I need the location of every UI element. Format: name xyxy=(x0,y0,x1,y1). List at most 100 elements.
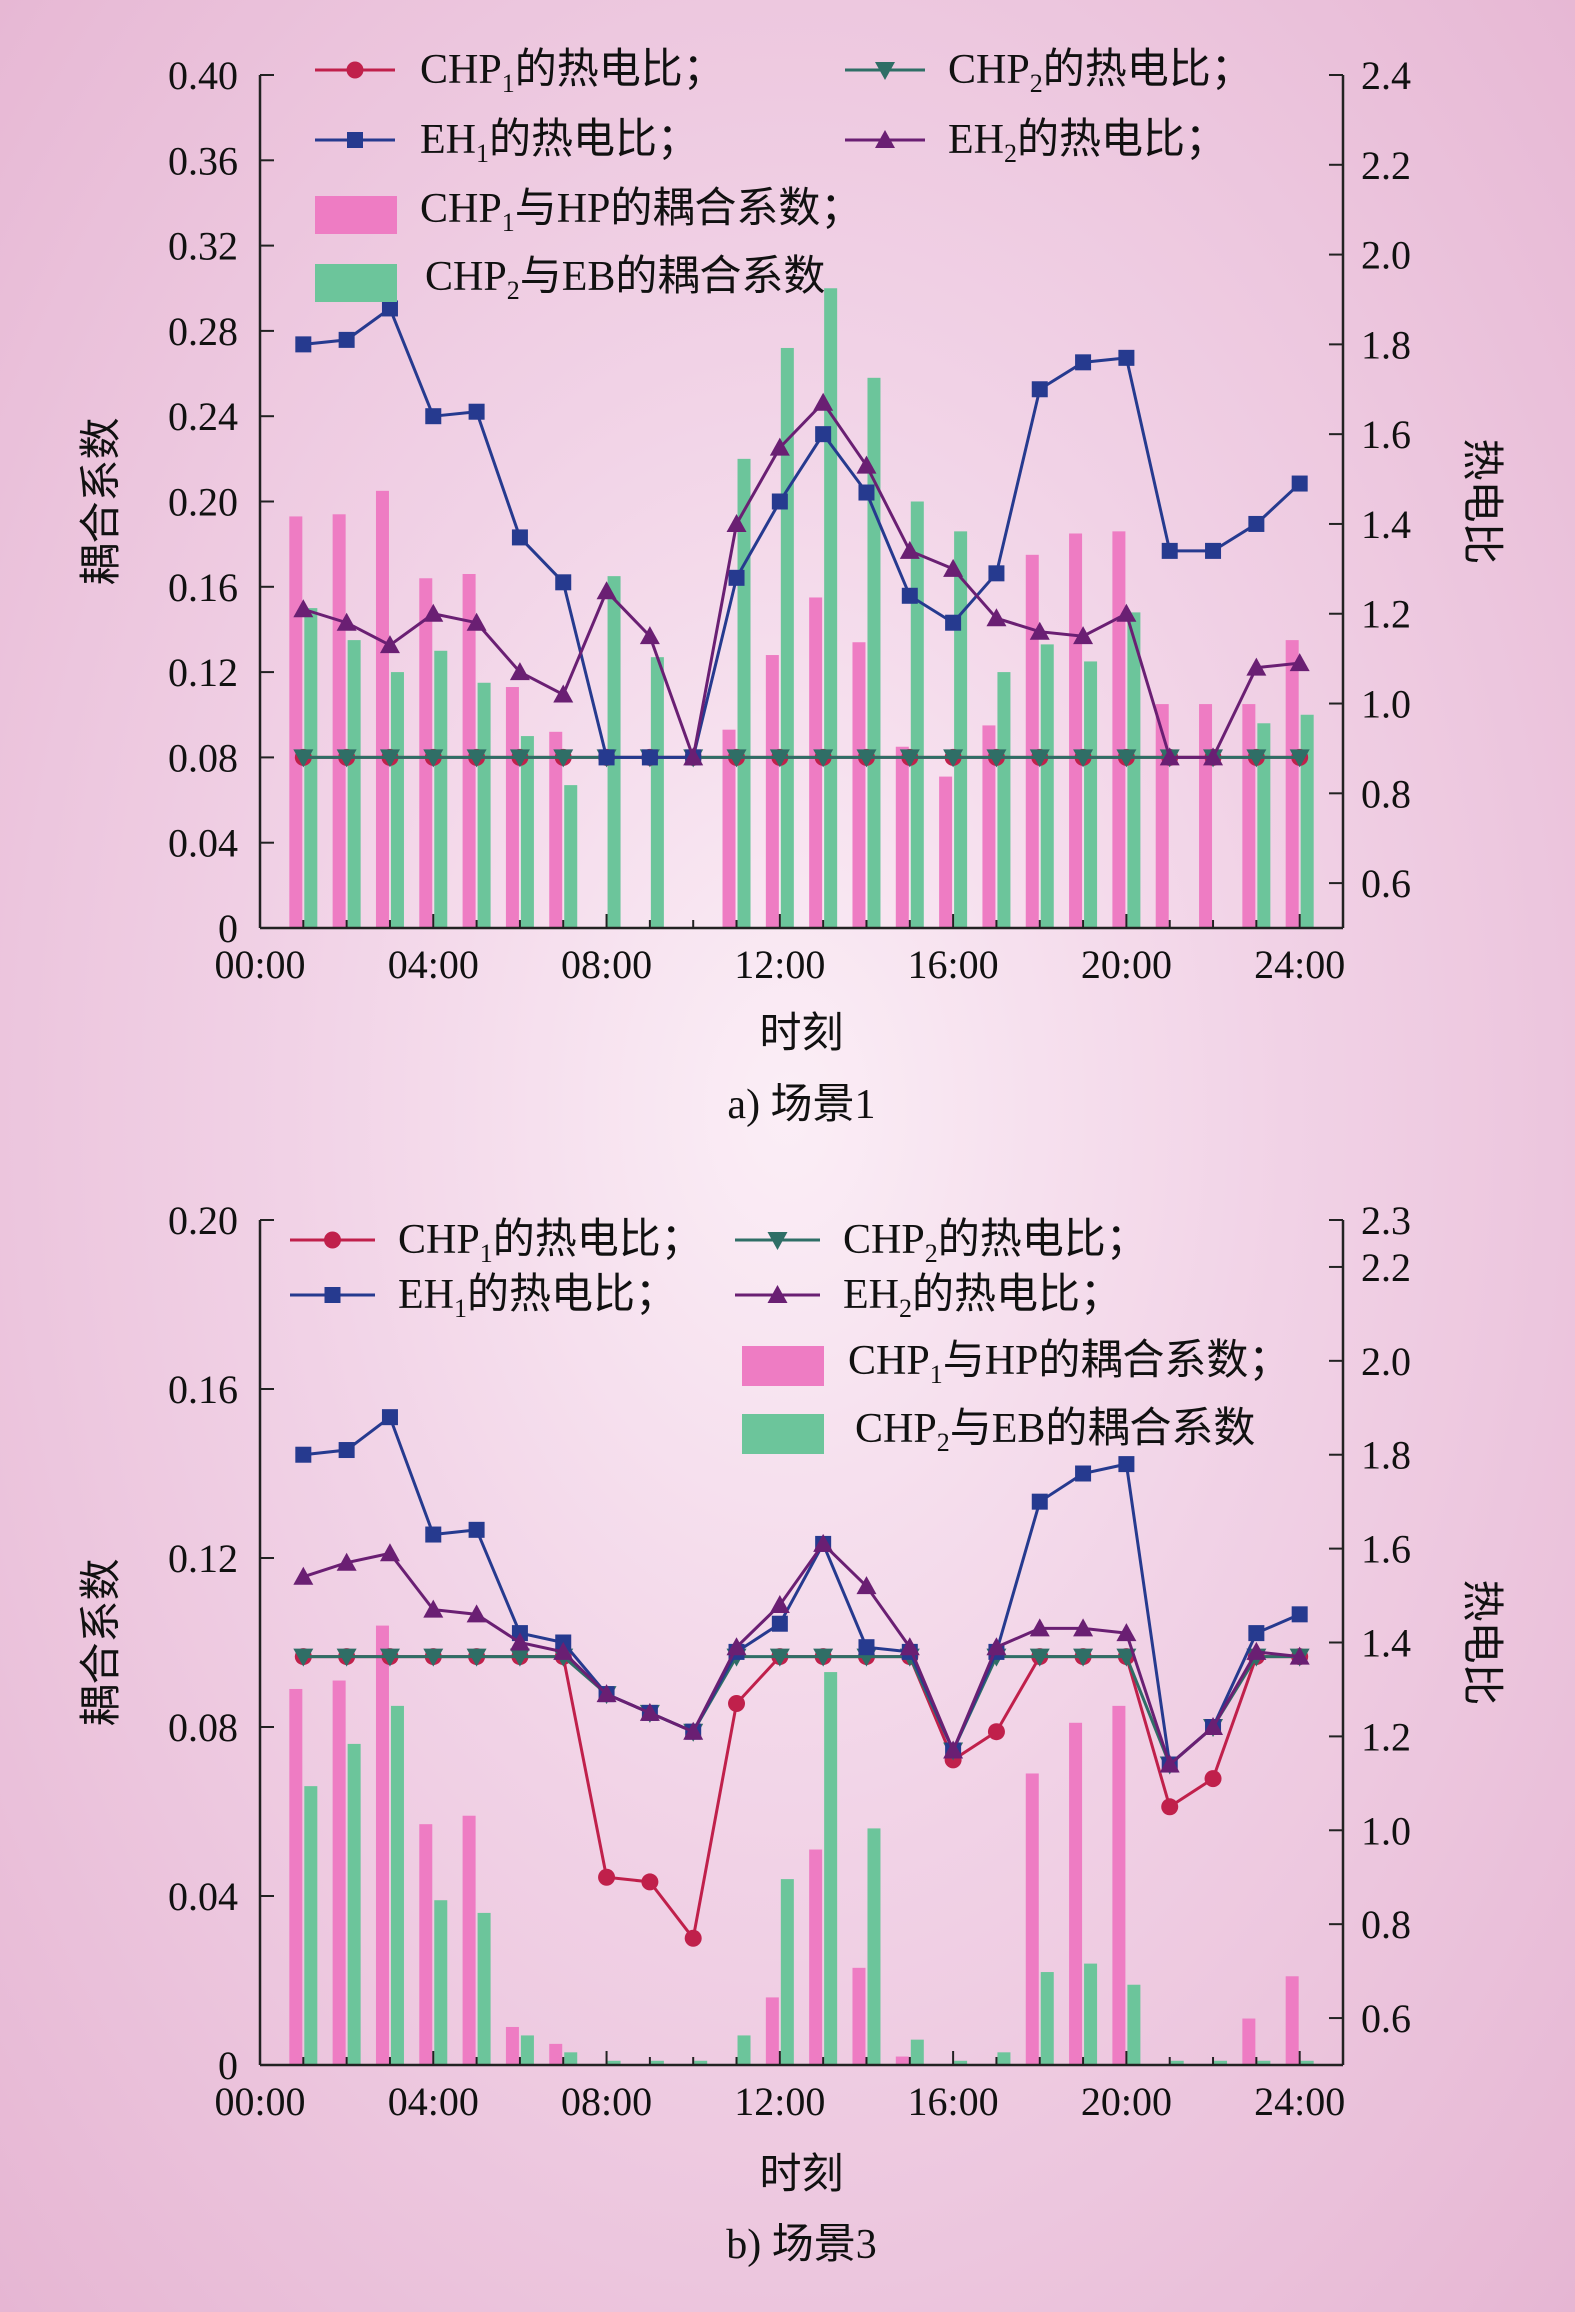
y-tick-label: 0.08 xyxy=(168,735,238,780)
y-tick-label: 0.16 xyxy=(168,565,238,610)
bar xyxy=(824,1672,838,2065)
data-point xyxy=(509,662,530,681)
data-point xyxy=(684,1929,702,1947)
bar xyxy=(564,785,578,928)
x-tick-label: 24:00 xyxy=(1254,2079,1345,2124)
data-point xyxy=(509,749,530,768)
data-point xyxy=(425,408,442,425)
x-tick-label: 12:00 xyxy=(734,942,825,987)
y2-tick-label: 1.0 xyxy=(1361,682,1411,727)
y-tick-label: 0 xyxy=(218,2043,238,2088)
data-point xyxy=(728,1695,746,1713)
data-point xyxy=(466,612,487,631)
bar xyxy=(462,1815,476,2065)
bar xyxy=(419,1824,433,2065)
data-point xyxy=(1204,1770,1222,1788)
data-point xyxy=(293,749,314,768)
data-point xyxy=(1073,626,1094,645)
bar xyxy=(347,1743,361,2065)
legend-label-eh1: EH1的热电比； xyxy=(398,1272,677,1323)
data-point xyxy=(509,1632,530,1651)
y2-tick-label: 1.6 xyxy=(1361,412,1411,457)
bar xyxy=(564,2052,578,2065)
bar xyxy=(954,2060,968,2065)
y-axis-label: 耦合系数 xyxy=(79,417,125,585)
bar xyxy=(824,288,838,928)
series-line xyxy=(302,1541,1300,1768)
data-point xyxy=(899,1637,920,1656)
bar xyxy=(852,1967,866,2065)
bar xyxy=(910,501,924,928)
bar xyxy=(1112,531,1126,928)
y-tick-label: 0.36 xyxy=(168,138,238,183)
line-series-eh1 xyxy=(295,300,1308,766)
data-point xyxy=(856,749,877,768)
bar xyxy=(1242,704,1256,928)
bar xyxy=(954,531,968,928)
data-point xyxy=(381,1409,398,1426)
data-point xyxy=(856,1576,877,1595)
data-point xyxy=(1161,1798,1179,1816)
y2-tick-label: 1.8 xyxy=(1361,1433,1411,1478)
legend-label-bar2: CHP2与EB的耦合系数 xyxy=(425,254,825,305)
data-point xyxy=(769,1594,790,1613)
bar xyxy=(997,2052,1011,2065)
y2-tick-label: 0.6 xyxy=(1361,1996,1411,2041)
line-series-eh2 xyxy=(293,1533,1310,1773)
y-tick-label: 0.12 xyxy=(168,1536,238,1581)
legend-marker xyxy=(324,1231,341,1249)
x-tick-label: 04:00 xyxy=(388,942,479,987)
y2-tick-label: 0.6 xyxy=(1361,861,1411,906)
legend-label-eh1: EH1的热电比； xyxy=(420,117,699,168)
legend-marker xyxy=(346,61,364,79)
data-point xyxy=(641,749,658,766)
bar xyxy=(520,736,534,928)
bar xyxy=(1257,2060,1271,2065)
legend-label-eh2: EH2的热电比； xyxy=(948,117,1227,168)
data-point xyxy=(1161,542,1178,559)
data-point xyxy=(1116,1623,1137,1642)
y-tick-label: 0.32 xyxy=(168,224,238,269)
data-point xyxy=(379,635,400,654)
bar xyxy=(1285,640,1299,928)
data-point xyxy=(468,1521,485,1538)
data-point xyxy=(379,1648,400,1667)
y-tick-label: 0.20 xyxy=(168,1198,238,1243)
y2-tick-label: 2.4 xyxy=(1361,53,1411,98)
data-point xyxy=(1159,1754,1180,1773)
data-point xyxy=(1248,1625,1265,1642)
data-point xyxy=(1073,749,1094,768)
data-point xyxy=(293,1648,314,1667)
y-tick-label: 0.08 xyxy=(168,1705,238,1750)
data-point xyxy=(815,426,832,443)
data-point xyxy=(813,1648,834,1667)
bar xyxy=(477,682,491,928)
data-point xyxy=(943,749,964,768)
y-tick-label: 0.16 xyxy=(168,1367,238,1412)
data-point xyxy=(336,1552,357,1571)
bar xyxy=(765,655,779,928)
bar xyxy=(694,2060,708,2065)
legend-label-bar2: CHP2与EB的耦合系数 xyxy=(855,1406,1255,1457)
bar xyxy=(390,1705,404,2065)
data-point xyxy=(336,1648,357,1667)
bar xyxy=(1257,723,1271,928)
y-axis-label: 耦合系数 xyxy=(79,1558,125,1726)
data-point xyxy=(986,749,1007,768)
data-point xyxy=(1029,749,1050,768)
data-point xyxy=(423,1648,444,1667)
data-point xyxy=(771,1615,788,1632)
data-point xyxy=(641,1873,659,1891)
bar xyxy=(520,2035,534,2065)
data-point xyxy=(553,1641,574,1660)
bar-series-chp1-hp xyxy=(289,1625,1299,2065)
data-point xyxy=(1289,749,1310,768)
x-tick-label: 20:00 xyxy=(1081,2079,1172,2124)
legend-label-chp2: CHP2的热电比； xyxy=(843,1217,1148,1268)
data-point xyxy=(379,749,400,768)
legend-label-chp1: CHP1的热电比； xyxy=(398,1217,703,1268)
axes: 0 0.04 0.08 0.12 0.16 0.20 0.6 0.8 1.0 1.2 1.4 1.6 1… xyxy=(168,1198,1411,2124)
data-point xyxy=(1116,1648,1137,1667)
data-point xyxy=(295,336,312,353)
